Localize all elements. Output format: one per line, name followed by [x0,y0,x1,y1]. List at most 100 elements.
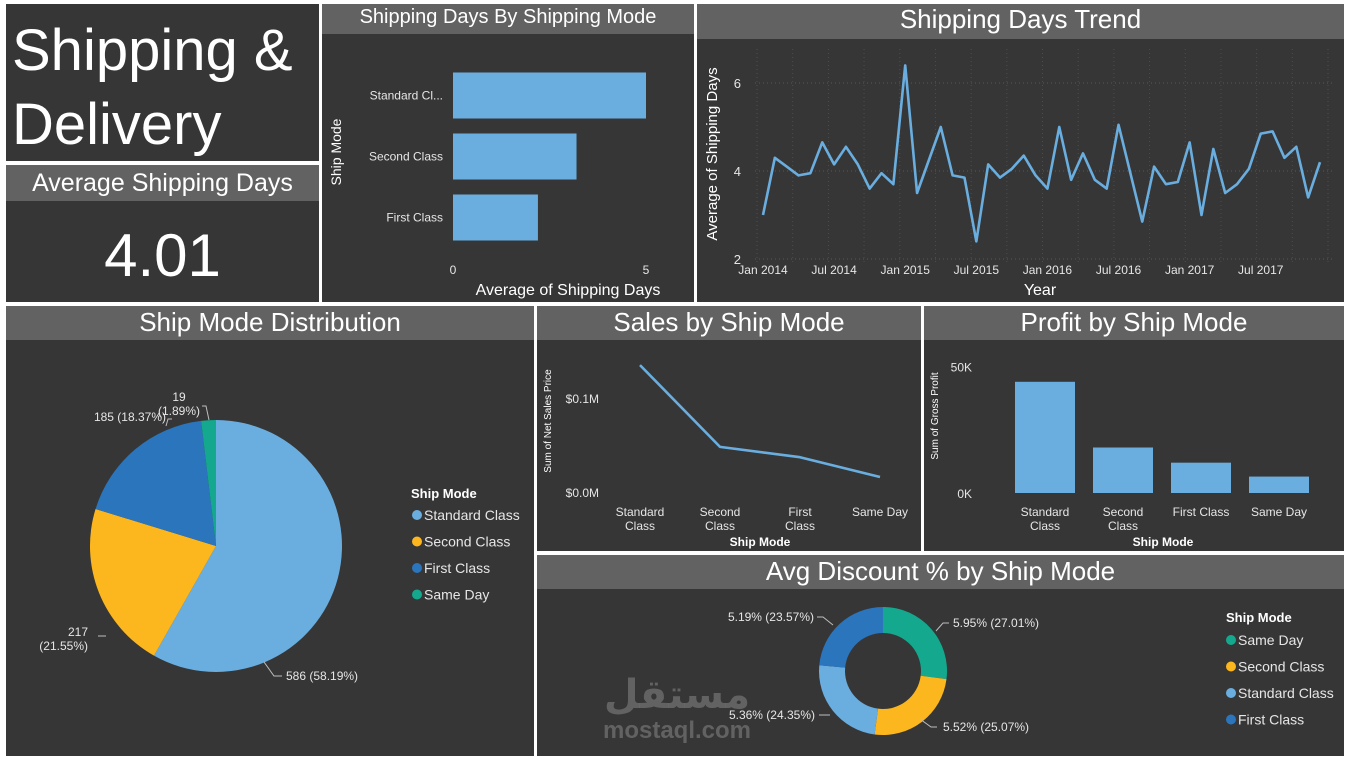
watermark: مستقل mostaql.com [592,672,762,752]
shipping-days-trend-title: Shipping Days Trend [697,4,1344,39]
ship-mode-distribution-chart: 586 (58.19%) 217 (21.55%) 185 (18.37%)19 (1.… [39,390,520,683]
avg-discount-panel: Avg Discount % by Ship Mode 5.95% (27.01… [537,555,1344,756]
legend-dot-0 [412,510,422,520]
x-tick-1: Second Class [700,505,741,533]
kpi-value: 4.01 [104,222,221,289]
x-tick-7: Jul 2017 [1238,263,1284,277]
donut-slice-3 [819,607,883,668]
x-tick-3: Same Day [1251,505,1307,519]
legend-title: Ship Mode [1226,610,1292,625]
x-tick-1: 5 [643,263,650,277]
legend-item-3: First Class [1238,712,1304,728]
leader-3 [202,405,210,421]
legend-dot-2 [1226,688,1236,698]
y-axis-label: Sum of Gross Profit [930,372,941,459]
shipping-days-by-mode-panel: Shipping Days By Shipping Mode Standard … [322,4,694,302]
trend-line [761,64,1322,243]
y-tick-0: 2 [734,252,741,267]
x-tick-0: Standard Class [616,505,665,533]
bar-1 [453,133,577,180]
legend-item-2: First Class [424,560,490,576]
kpi-label: Average Shipping Days [6,165,319,201]
y-tick-1: $0.1M [566,392,599,406]
pie-label-0: 586 (58.19%) [286,669,358,683]
pie-label-3: 19 (1.89%) [158,390,200,418]
legend-dot-1 [1226,661,1236,672]
y-tick-2: 6 [734,76,741,91]
legend-item-0: Same Day [1238,632,1303,648]
x-tick-2: First Class [785,505,815,533]
pie-label-2: 185 (18.37%) [94,410,166,424]
y-axis-label: Ship Mode [328,118,344,185]
legend-item-1: Second Class [424,534,510,550]
watermark-arabic: مستقل [604,673,750,717]
x-tick-2: Jan 2015 [881,263,931,277]
y-axis-label: Average of Shipping Days [704,67,721,240]
legend-item-0: Standard Class [424,507,520,523]
profit-bar-0 [1015,381,1075,493]
donut-label-2: 5.36% (24.35%) [729,708,815,722]
legend-dot-2 [412,563,422,573]
legend-item-2: Standard Class [1238,685,1334,701]
bar-label-1: Second Class [369,150,443,164]
dashboard-title-line1: Shipping & [12,18,293,83]
bar-label-0: Standard Cl... [370,89,443,103]
profit-bar-1 [1093,447,1153,493]
legend-dot-3 [412,589,422,600]
y-tick-0: $0.0M [566,486,599,500]
donut-leader-1 [919,718,937,728]
profit-by-ship-mode-title: Profit by Ship Mode [924,306,1344,340]
donut-slice-1 [874,675,947,735]
legend-item-3: Same Day [424,587,489,603]
title-panel: Shipping & Delivery [6,4,319,161]
y-tick-0: 0K [957,487,972,501]
shipping-days-trend-chart: 2 4 6 Jan 2014 Jul 2014 Jan 2015 Jul 2015 Jan 2… [704,49,1334,299]
pie-label-1: 217 (21.55%) [39,625,88,653]
bar-0 [453,72,646,119]
donut-label-3: 5.19% (23.57%) [728,610,814,624]
donut-slice-2 [819,665,879,735]
leader-0 [263,661,282,677]
sales-line [639,364,881,479]
x-tick-0: Standard Class [1021,505,1070,533]
x-tick-1: Jul 2014 [811,263,857,277]
kpi-panel: Average Shipping Days 4.01 [6,165,319,302]
ship-mode-distribution-panel: Ship Mode Distribution 586 (58.19%) 217 (2… [6,306,534,756]
x-tick-2: First Class [1173,505,1230,519]
x-tick-4: Jan 2016 [1023,263,1073,277]
avg-discount-chart: 5.95% (27.01%) 5.52% (25.07%) 5.36% (24.35… [728,607,1334,735]
shipping-days-trend-panel: Shipping Days Trend 2 4 6 Jan 2014 Jul 2014 J… [697,4,1344,302]
legend-dot-1 [412,536,422,547]
sales-by-ship-mode-title: Sales by Ship Mode [537,306,921,340]
watermark-logo: مستقل mostaql.com [603,673,751,744]
shipping-days-by-mode-chart: Standard Cl... Second Class First Class 0 5 A… [328,72,660,299]
profit-by-ship-mode-panel: Profit by Ship Mode 0K 50K Standard Class Se… [924,306,1344,551]
x-tick-0: 0 [450,263,457,277]
x-axis-label: Ship Mode [1133,535,1194,549]
profit-bar-2 [1171,462,1231,493]
x-tick-1: Second Class [1103,505,1144,533]
donut-slice-0 [883,607,947,680]
pie-slice-3 [201,420,216,546]
x-tick-0: Jan 2014 [738,263,788,277]
legend-title: Ship Mode [411,486,477,501]
profit-bar-3 [1249,476,1309,493]
shipping-days-by-mode-title: Shipping Days By Shipping Mode [322,4,694,34]
x-tick-3: Jul 2015 [954,263,1000,277]
bar-2 [453,194,538,241]
y-tick-1: 4 [734,164,741,179]
pie-slice-0 [153,420,342,672]
x-tick-5: Jul 2016 [1096,263,1142,277]
donut-label-1: 5.52% (25.07%) [943,720,1029,734]
dashboard-title: Shipping & Delivery [12,14,293,161]
y-axis-label: Sum of Net Sales Price [543,369,554,473]
pie-slice-1 [89,509,216,656]
profit-by-ship-mode-chart: 0K 50K Standard Class Second Class First Class… [930,361,1309,549]
donut-label-0: 5.95% (27.01%) [953,616,1039,630]
x-axis-label: Ship Mode [730,535,791,549]
watermark-latin: mostaql.com [603,717,751,744]
donut-leader-0 [935,622,949,632]
x-axis-label: Year [1024,282,1057,299]
x-tick-3: Same Day [852,505,908,519]
avg-discount-title: Avg Discount % by Ship Mode [537,555,1344,589]
